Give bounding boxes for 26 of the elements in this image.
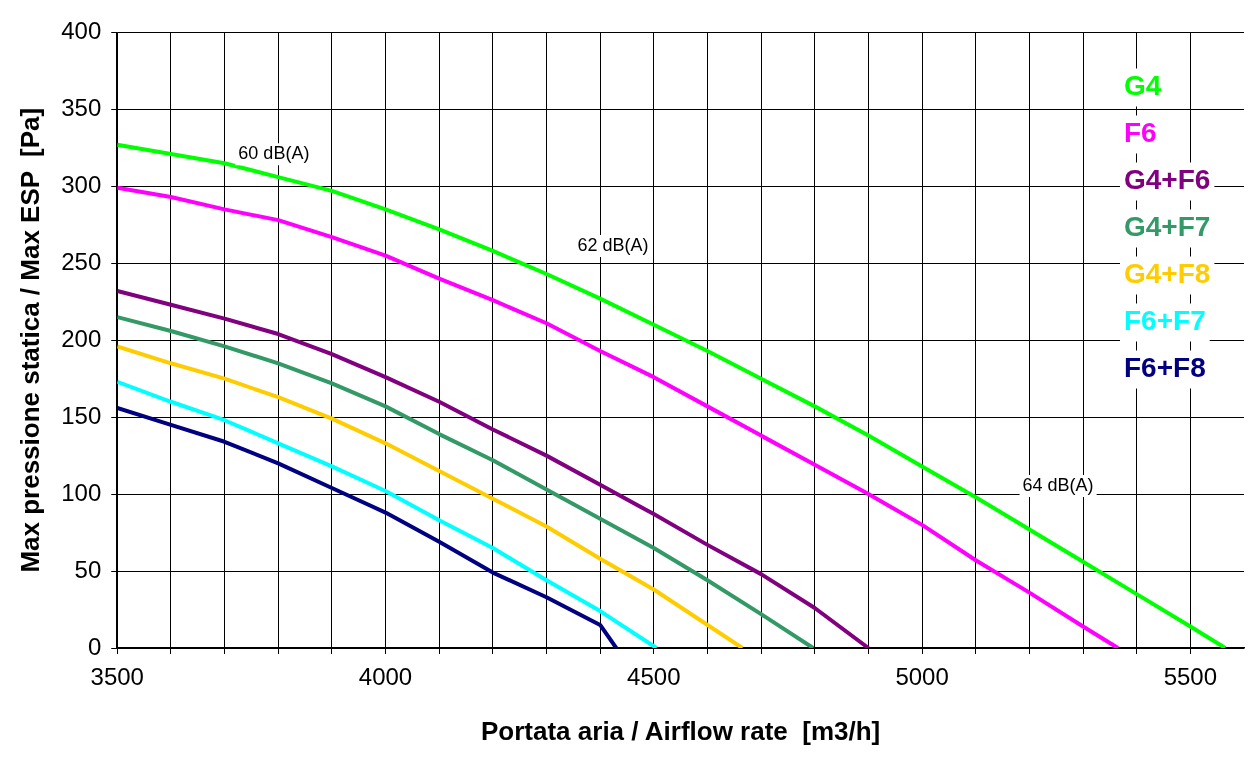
- x-tick-label: 5000: [895, 663, 949, 691]
- text: G4+F6: [1124, 164, 1211, 196]
- text: G4: [1124, 70, 1162, 102]
- text: G4+F7: [1124, 211, 1211, 243]
- y-tick-label: 200: [61, 324, 102, 352]
- text: F6+F7: [1124, 305, 1206, 337]
- y-tick-label: 250: [61, 247, 102, 275]
- x-axis-title: Portata aria / Airflow rate [m3/h]: [481, 715, 881, 746]
- y-tick-label: 350: [61, 93, 102, 121]
- y-axis-title: Max pressione statica / Max ESP [Pa]: [14, 107, 45, 573]
- annotation: 64 dB(A): [1022, 475, 1094, 496]
- x-tick-label: 4000: [358, 663, 413, 691]
- annotation: 62 dB(A): [577, 234, 649, 255]
- y-tick-label: 0: [87, 632, 102, 660]
- y-tick-label: 400: [61, 17, 102, 45]
- y-tick-label: 50: [74, 555, 102, 583]
- y-tick-label: 300: [61, 170, 102, 198]
- y-tick-label: 150: [61, 401, 102, 429]
- text: F6+F8: [1124, 352, 1206, 384]
- x-tick-label: 4500: [627, 663, 681, 691]
- x-tick-label: 3500: [90, 663, 144, 691]
- text: G4+F8: [1124, 258, 1211, 290]
- y-tick-label: 100: [61, 478, 102, 506]
- text: F6: [1124, 117, 1157, 149]
- x-tick-label: 5500: [1163, 663, 1218, 691]
- annotation: 60 dB(A): [238, 143, 310, 164]
